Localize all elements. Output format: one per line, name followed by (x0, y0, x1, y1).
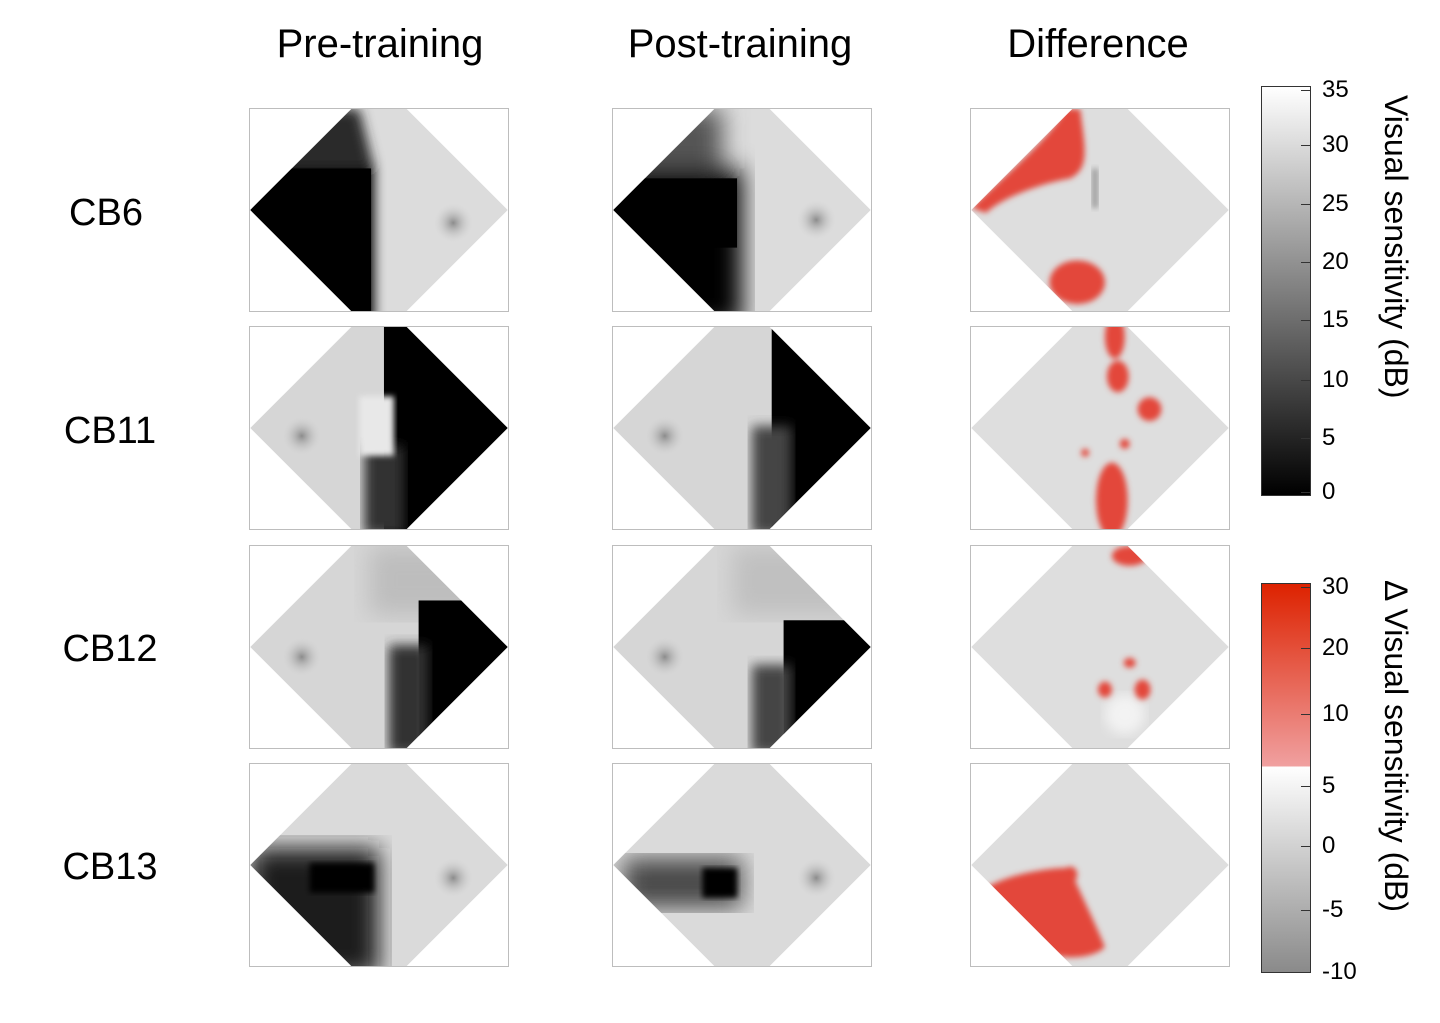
colorbar-sensitivity-tick-label: 0 (1322, 478, 1336, 505)
row-label-cb12: CB12 (62, 628, 158, 670)
colorbar-sensitivity-tick-label: 15 (1322, 306, 1349, 333)
colorbar-sensitivity-tick-mark (1301, 204, 1311, 205)
panel-cb6-pre (249, 108, 509, 312)
colorbar-sensitivity-tick-mark (1301, 492, 1311, 493)
colorbar-sensitivity-tick-mark (1301, 380, 1311, 381)
colorbar-sensitivity-tick-mark (1301, 145, 1311, 146)
colorbar-difference-tick-label: -10 (1322, 958, 1357, 985)
colorbar-difference-tick-label: -5 (1322, 896, 1344, 923)
colorbar-sensitivity-tick-label: 25 (1322, 190, 1349, 217)
colorbar-sensitivity-tick-label: 20 (1322, 248, 1349, 275)
row-label-cb6: CB6 (69, 192, 143, 234)
colorbar-difference-tick-label: 30 (1322, 573, 1349, 600)
colorbar-sensitivity-tick-label: 35 (1322, 76, 1349, 103)
colorbar-difference-tick-mark (1301, 846, 1311, 847)
panel-cb11-difference (970, 326, 1230, 530)
colorbar-difference-tick-label: 10 (1322, 700, 1349, 727)
colorbar-difference-tick-mark (1301, 786, 1311, 787)
colorbar-sensitivity-tick-mark (1301, 262, 1311, 263)
colorbar-sensitivity-tick-mark (1301, 320, 1311, 321)
colorbar-sensitivity-tick-mark (1301, 438, 1311, 439)
row-label-cb13: CB13 (62, 846, 158, 888)
colorbar-difference-tick-mark (1301, 714, 1311, 715)
colorbar-difference-label: Δ Visual sensitivity (dB) (1378, 580, 1414, 913)
panel-cb13-difference (970, 763, 1230, 967)
colorbar-sensitivity-tick-mark (1301, 90, 1311, 91)
colorbar-difference-tick-mark (1301, 587, 1311, 588)
row-label-cb11: CB11 (63, 410, 157, 452)
panel-cb13-post (612, 763, 872, 967)
panel-cb6-post (612, 108, 872, 312)
colorbar-difference-tick-label: 0 (1322, 832, 1336, 859)
panel-cb11-post (612, 326, 872, 530)
colorbar-sensitivity-tick-label: 10 (1322, 366, 1349, 393)
column-title-pre: Pre-training (276, 22, 484, 66)
colorbar-difference-tick-mark (1301, 910, 1311, 911)
colorbar-difference (1261, 583, 1311, 973)
panel-cb6-difference (970, 108, 1230, 312)
panel-cb12-post (612, 545, 872, 749)
column-title-difference: Difference (1007, 22, 1189, 66)
panel-cb11-pre (249, 326, 509, 530)
panel-cb12-pre (249, 545, 509, 749)
colorbar-sensitivity-tick-label: 5 (1322, 424, 1336, 451)
panel-cb12-difference (970, 545, 1230, 749)
colorbar-sensitivity-tick-label: 30 (1322, 131, 1349, 158)
colorbar-difference-tick-label: 20 (1322, 634, 1349, 661)
panel-cb13-pre (249, 763, 509, 967)
colorbar-difference-tick-label: 5 (1322, 772, 1336, 799)
column-title-post: Post-training (627, 22, 853, 66)
colorbar-sensitivity-label: Visual sensitivity (dB) (1378, 95, 1414, 399)
colorbar-difference-tick-mark (1301, 972, 1311, 973)
colorbar-difference-tick-mark (1301, 648, 1311, 649)
colorbar-sensitivity (1261, 86, 1311, 496)
